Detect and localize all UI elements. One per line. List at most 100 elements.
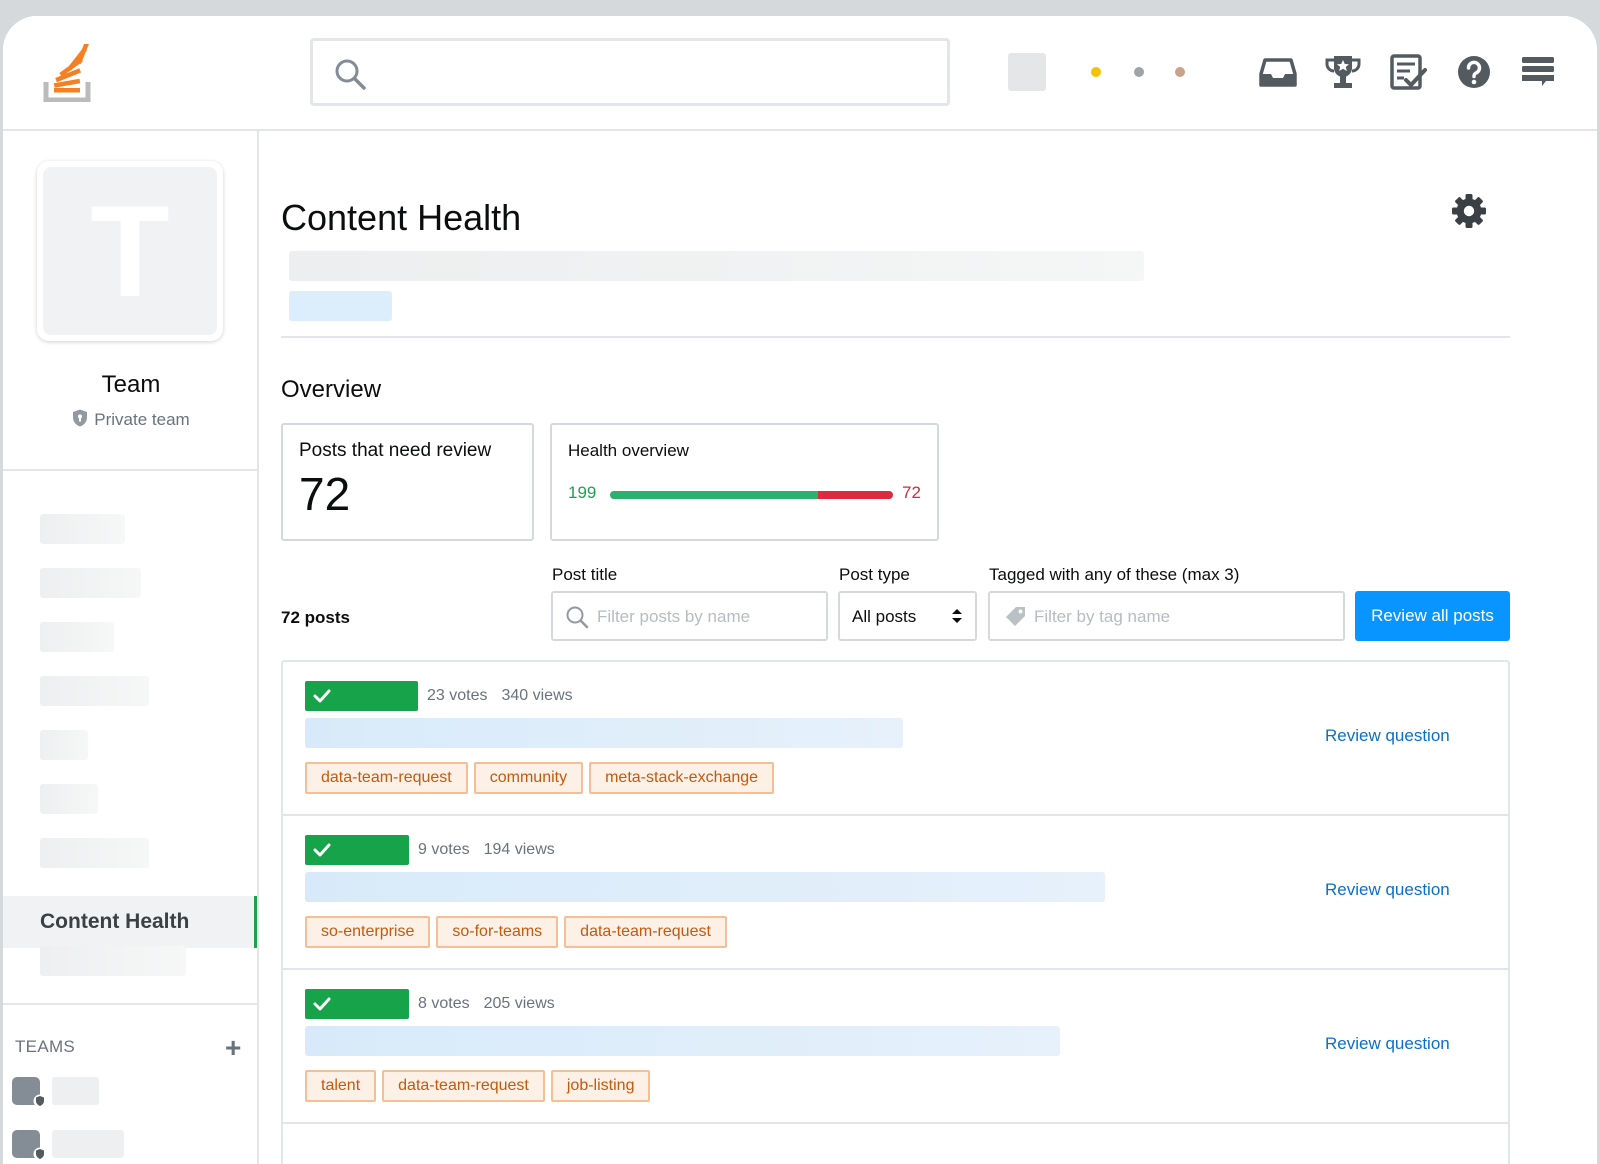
- tag[interactable]: talent: [305, 1070, 377, 1102]
- reviewed-status-pill: [305, 681, 418, 711]
- post-row: 23 votes 340 views Review question data-t…: [283, 662, 1508, 816]
- health-bar: [610, 491, 893, 499]
- sidebar-item-content-health[interactable]: Content Health: [3, 896, 257, 948]
- sidebar-item-placeholder[interactable]: [40, 514, 125, 544]
- tag[interactable]: so-enterprise: [305, 916, 431, 948]
- tag[interactable]: data-team-request: [382, 1070, 545, 1102]
- post-type-selected: All posts: [852, 607, 917, 626]
- overview-heading: Overview: [281, 376, 382, 403]
- main-content: Content Health Overview Posts that need …: [259, 131, 1597, 1164]
- post-row: 9 votes 194 views Review question so-ente…: [283, 816, 1508, 970]
- post-title-placeholder[interactable]: [305, 872, 1105, 902]
- review-question-link[interactable]: Review question: [1325, 1034, 1450, 1053]
- post-list: 23 votes 340 views Review question data-t…: [281, 660, 1510, 1164]
- lock-badge-icon: [33, 1147, 47, 1161]
- tag[interactable]: data-team-request: [305, 762, 468, 794]
- site-switcher-icon[interactable]: [1518, 52, 1558, 92]
- post-stats: 9 votes 194 views: [418, 841, 555, 859]
- team-name-placeholder[interactable]: [52, 1130, 124, 1158]
- help-icon[interactable]: [1454, 52, 1494, 92]
- sidebar-item-placeholder[interactable]: [40, 730, 88, 760]
- sidebar-item-placeholder[interactable]: [40, 946, 186, 976]
- healthy-count: 199: [568, 483, 597, 502]
- sidebar-item-label: Content Health: [40, 910, 190, 933]
- post-row: 8 votes 205 views Review question talent …: [283, 970, 1508, 1124]
- search-icon: [335, 59, 366, 90]
- learn-more-link-placeholder[interactable]: [289, 291, 392, 321]
- health-bar-good-segment: [610, 491, 818, 499]
- header-divider: [281, 336, 1510, 338]
- needs-review-count: 72: [299, 468, 351, 520]
- search-icon: [566, 606, 589, 629]
- post-title-filter-label: Post title: [552, 565, 618, 584]
- sidebar-item-placeholder[interactable]: [40, 676, 149, 706]
- sidebar-divider: [3, 469, 259, 471]
- tag-icon: [1006, 607, 1025, 626]
- post-tags: talent data-team-request job-listing: [305, 1070, 651, 1102]
- left-sidebar: T Team Private team Content Health TEAMS…: [3, 131, 259, 1164]
- team-avatar[interactable]: T: [37, 161, 223, 341]
- shield-icon: [73, 409, 88, 427]
- vote-count: 9 votes: [418, 841, 470, 858]
- gear-icon[interactable]: [1451, 193, 1487, 229]
- tag[interactable]: meta-stack-exchange: [589, 762, 775, 794]
- sidebar-item-placeholder[interactable]: [40, 838, 149, 868]
- reviewed-status-pill: [305, 835, 409, 865]
- post-tags: so-enterprise so-for-teams data-team-req…: [305, 916, 727, 948]
- team-name-placeholder[interactable]: [52, 1077, 99, 1105]
- inbox-icon[interactable]: [1258, 52, 1298, 92]
- tag-filter-input[interactable]: Filter by tag name: [988, 591, 1345, 641]
- gold-badge-dot: [1091, 67, 1101, 77]
- sidebar-divider: [3, 1003, 259, 1005]
- tag[interactable]: job-listing: [550, 1070, 651, 1102]
- health-overview-card: Health overview 199 72: [550, 423, 939, 541]
- tag-filter-placeholder: Filter by tag name: [1034, 607, 1171, 626]
- post-title-placeholder[interactable]: [305, 718, 903, 748]
- user-avatar[interactable]: [1008, 53, 1046, 91]
- view-count: 194 views: [483, 841, 555, 858]
- tag[interactable]: community: [473, 762, 584, 794]
- sidebar-item-placeholder[interactable]: [40, 568, 141, 598]
- select-arrows-icon: [952, 609, 962, 623]
- posts-count: 72 posts: [281, 608, 350, 627]
- sidebar-item-placeholder[interactable]: [40, 784, 98, 814]
- search-input[interactable]: [310, 38, 950, 106]
- review-question-link[interactable]: Review question: [1325, 880, 1450, 899]
- vote-count: 23 votes: [427, 687, 488, 704]
- vote-count: 8 votes: [418, 995, 470, 1012]
- lock-badge-icon: [33, 1094, 47, 1108]
- review-question-link[interactable]: Review question: [1325, 726, 1450, 745]
- bronze-badge-dot: [1175, 67, 1185, 77]
- needs-review-card: Posts that need review 72: [281, 423, 534, 541]
- silver-badge-dot: [1134, 67, 1144, 77]
- trophy-icon[interactable]: [1323, 52, 1363, 92]
- post-tags: data-team-request community meta-stack-e…: [305, 762, 775, 794]
- review-queue-icon[interactable]: [1388, 52, 1428, 92]
- review-all-posts-button[interactable]: Review all posts: [1355, 591, 1510, 641]
- stack-overflow-logo[interactable]: [43, 44, 93, 102]
- post-title-filter-input[interactable]: Filter posts by name: [551, 591, 828, 641]
- sidebar-item-placeholder[interactable]: [40, 622, 114, 652]
- check-icon: [313, 997, 331, 1011]
- add-team-button[interactable]: +: [225, 1032, 242, 1063]
- top-bar: [3, 16, 1597, 131]
- view-count: 340 views: [501, 687, 573, 704]
- post-stats: 23 votes 340 views: [427, 687, 573, 705]
- health-bar-bad-segment: [817, 491, 893, 499]
- post-stats: 8 votes 205 views: [418, 995, 555, 1013]
- page-title: Content Health: [281, 197, 522, 238]
- reviewed-status-pill: [305, 989, 409, 1019]
- view-count: 205 views: [483, 995, 555, 1012]
- post-title-filter-placeholder: Filter posts by name: [597, 607, 751, 626]
- check-icon: [313, 843, 331, 857]
- needs-review-label: Posts that need review: [299, 440, 492, 461]
- team-visibility-label: Private team: [94, 410, 190, 429]
- tag[interactable]: so-for-teams: [436, 916, 559, 948]
- team-name[interactable]: Team: [101, 371, 161, 398]
- team-avatar-letter: T: [90, 178, 170, 324]
- tag[interactable]: data-team-request: [564, 916, 727, 948]
- post-type-select[interactable]: All posts: [838, 591, 977, 641]
- post-title-placeholder[interactable]: [305, 1026, 1060, 1056]
- needs-review-count-small: 72: [902, 483, 921, 502]
- post-type-filter-label: Post type: [839, 565, 910, 584]
